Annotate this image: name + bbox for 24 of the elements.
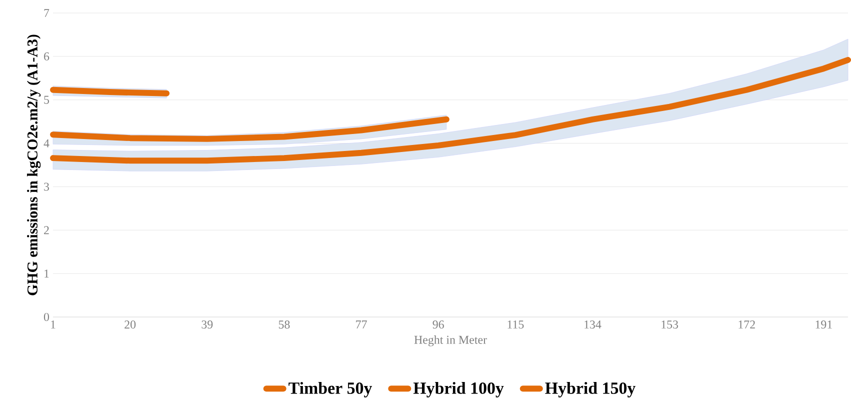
x-tick-label: 191 xyxy=(816,320,832,329)
y-tick-label: 3 xyxy=(44,182,50,191)
y-tick-label: 5 xyxy=(44,96,50,104)
x-tick-label: 20 xyxy=(124,320,136,329)
x-tick-label: 153 xyxy=(662,320,678,329)
x-tick-label: 77 xyxy=(356,320,367,328)
x-tick-label: 1 xyxy=(51,320,56,328)
y-tick-label: 0 xyxy=(44,312,50,322)
legend-label: Hybrid 150y xyxy=(545,382,636,398)
legend-label: Hybrid 100y xyxy=(413,382,504,398)
x-tick-label: 115 xyxy=(508,320,524,329)
x-tick-label: 39 xyxy=(202,320,213,329)
x-tick-label: 96 xyxy=(432,320,444,329)
y-tick-label: 2 xyxy=(44,226,49,234)
y-tick-label: 6 xyxy=(44,52,50,60)
y-axis-title: GHG emissions in kgCO2e.m2/y (A1-A3) xyxy=(26,34,41,296)
y-tick-label: 7 xyxy=(44,9,50,17)
x-tick-label: 172 xyxy=(738,320,755,328)
y-tick-label: 1 xyxy=(44,270,49,278)
x-axis-title: Heght in Meter xyxy=(414,335,487,346)
legend-label: Timber 50y xyxy=(288,382,372,398)
x-tick-label: 134 xyxy=(584,320,602,329)
x-tick-label: 58 xyxy=(278,320,290,329)
y-tick-label: 4 xyxy=(44,139,50,148)
